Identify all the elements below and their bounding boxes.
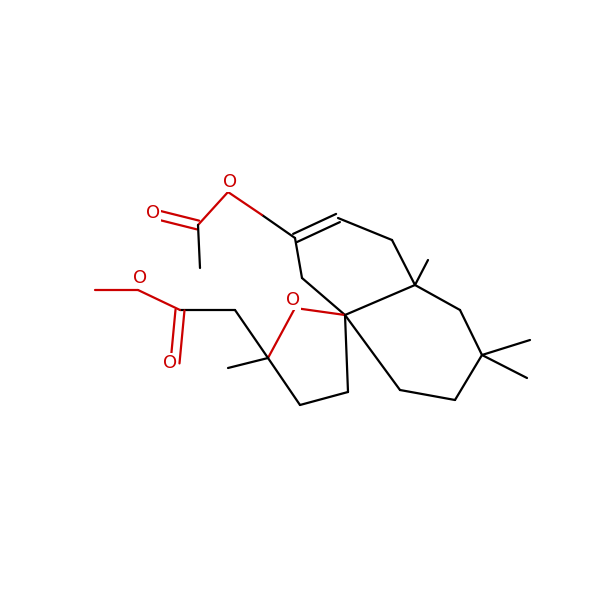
Text: O: O bbox=[223, 173, 237, 191]
Text: O: O bbox=[133, 269, 147, 287]
Text: O: O bbox=[286, 291, 300, 309]
Text: O: O bbox=[146, 204, 160, 222]
Text: O: O bbox=[163, 354, 177, 372]
